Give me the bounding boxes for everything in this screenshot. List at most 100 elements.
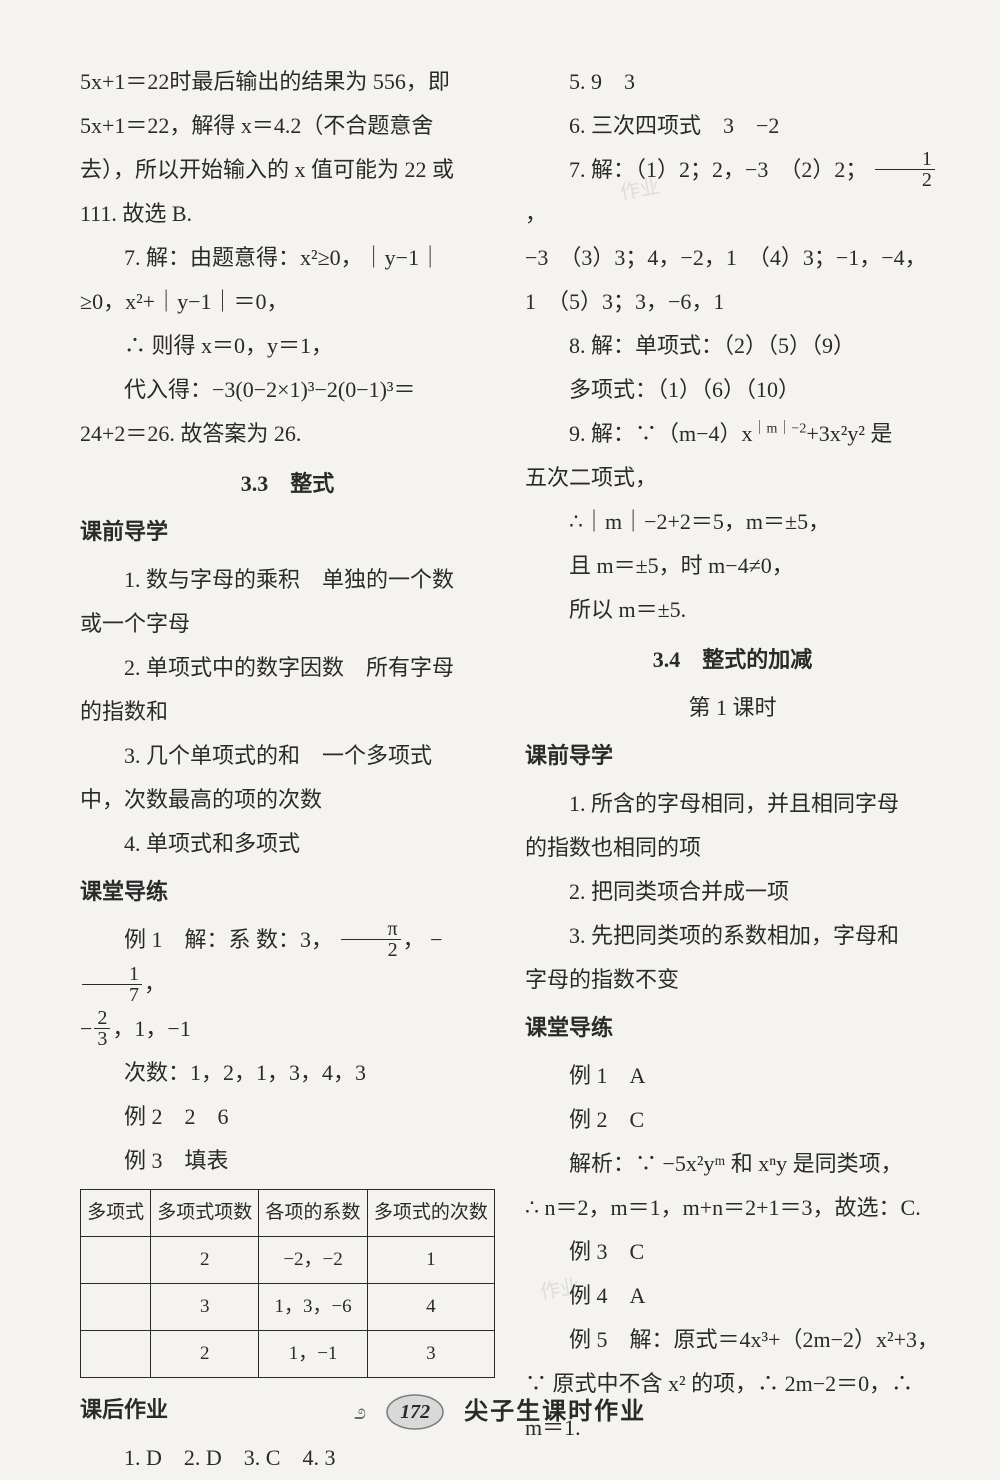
text-line: 5. 9 3 [525, 60, 940, 104]
text-line: 3. 几个单项式的和 一个多项式 [80, 734, 495, 778]
th: 各项的系数 [259, 1190, 367, 1237]
text-line: 2. 单项式中的数字因数 所有字母 [80, 646, 495, 690]
lesson-number: 第 1 课时 [525, 686, 940, 730]
numerator: π [341, 919, 401, 940]
subhead-daoxue: 课前导学 [80, 510, 495, 554]
subhead-daoxue: 课前导学 [525, 734, 940, 778]
td [81, 1331, 151, 1378]
text-line: 所以 m＝±5. [525, 588, 940, 632]
td: 4 [367, 1284, 494, 1331]
td: 2 [151, 1237, 259, 1284]
text-line: 中，次数最高的项的次数 [80, 778, 495, 822]
text-line: 的指数也相同的项 [525, 826, 940, 870]
text: 9. 解：∵（m−4）x [569, 421, 753, 446]
table-row: 3 1，3，−6 4 [81, 1284, 495, 1331]
page-number-badge: 172 [384, 1392, 446, 1432]
text-line: 1 （5）3；3，−6，1 [525, 280, 940, 324]
text-line: 代入得：−3(0−2×1)³−2(0−1)³＝ [80, 368, 495, 412]
td: 1，−1 [259, 1331, 367, 1378]
footer-title: 尖子生课时作业 [464, 1388, 646, 1436]
fraction-2-over-3: 2 3 [94, 1008, 110, 1049]
text-line: 例 1 A [525, 1054, 940, 1098]
text-line: 例 3 填表 [80, 1139, 495, 1183]
fraction-1-over-2: 1 2 [875, 149, 935, 190]
section-heading-3-3: 3.3 整式 [80, 462, 495, 506]
text-line: 1. 数与字母的乘积 单独的一个数 [80, 558, 495, 602]
text-line: 111. 故选 B. [80, 192, 495, 236]
numerator: 1 [875, 149, 935, 170]
th: 多项式项数 [151, 1190, 259, 1237]
superscript: ｜m｜−2 [753, 422, 807, 437]
text-line: 7. 解：（1）2；2，−3 （2）2； 1 2 ， [525, 148, 940, 236]
text-line: 且 m＝±5，时 m−4≠0， [525, 544, 940, 588]
td: 2 [151, 1331, 259, 1378]
subhead-ketang: 课堂导练 [525, 1006, 940, 1050]
left-column: 5x+1＝22时最后输出的结果为 556，即 5x+1＝22，解得 x＝4.2（… [80, 60, 495, 1350]
text-line: −3 （3）3；4，−2，1 （4）3；−1，−4， [525, 236, 940, 280]
text-line: ≥0，x²+｜y−1｜＝0， [80, 280, 495, 324]
text-line: 1. 所含的字母相同，并且相同字母 [525, 782, 940, 826]
text-line: 解析：∵ −5x²yᵐ 和 xⁿy 是同类项， [525, 1142, 940, 1186]
page-number: 172 [400, 1392, 430, 1432]
example-1-line1: 例 1 解：系 数：3， π 2 ， − 1 7 ， [80, 918, 495, 1007]
text-line: 5x+1＝22，解得 x＝4.2（不合题意舍 [80, 104, 495, 148]
text-line: 去），所以开始输入的 x 值可能为 22 或 [80, 148, 495, 192]
text-line: 例 2 2 6 [80, 1095, 495, 1139]
denominator: 2 [341, 940, 401, 960]
text-line: ∴ 则得 x＝0，y＝1， [80, 324, 495, 368]
td: −2，−2 [259, 1237, 367, 1284]
example-1-line2: − 2 3 ，1，−1 [80, 1007, 495, 1051]
numerator: 1 [82, 964, 142, 985]
text-line: 例 2 C [525, 1098, 940, 1142]
text: +3x²y² 是 [806, 421, 892, 446]
text-line: 例 3 C [525, 1230, 940, 1274]
text: 7. 解：（1）2；2，−3 （2）2； [569, 157, 867, 182]
text-line: 或一个字母 [80, 602, 495, 646]
th: 多项式 [81, 1190, 151, 1237]
text-line: 字母的指数不变 [525, 958, 940, 1002]
two-column-layout: 5x+1＝22时最后输出的结果为 556，即 5x+1＝22，解得 x＝4.2（… [80, 60, 940, 1350]
table-header-row: 多项式 多项式项数 各项的系数 多项式的次数 [81, 1190, 495, 1237]
td [81, 1284, 151, 1331]
polynomial-table: 多项式 多项式项数 各项的系数 多项式的次数 2 −2，−2 1 3 1，3，−… [80, 1189, 495, 1378]
text-line: 7. 解：由题意得：x²≥0，｜y−1｜ [80, 236, 495, 280]
text: ，1，−1 [112, 1016, 190, 1041]
comma: ， [525, 201, 547, 226]
text-line: 次数：1，2，1，3，4，3 [80, 1051, 495, 1095]
text-line: 4. 单项式和多项式 [80, 822, 495, 866]
th: 多项式的次数 [367, 1190, 494, 1237]
text-line: 9. 解：∵（m−4）x｜m｜−2+3x²y² 是 [525, 412, 940, 456]
table-row: 2 1，−1 3 [81, 1331, 495, 1378]
text-line: 3. 先把同类项的系数相加，字母和 [525, 914, 940, 958]
text-line: 多项式：（1）（6）（10） [525, 368, 940, 412]
numerator: 2 [94, 1008, 110, 1029]
text-line: ∴｜m｜−2+2＝5，m＝±5， [525, 500, 940, 544]
text-line: 2. 把同类项合并成一项 [525, 870, 940, 914]
text-line: 例 5 解：原式＝4x³+（2m−2）x²+3， [525, 1318, 940, 1362]
text-line: 五次二项式， [525, 456, 940, 500]
fraction-1-over-7: 1 7 [82, 964, 142, 1005]
td: 3 [367, 1331, 494, 1378]
denominator: 7 [82, 985, 142, 1005]
text-line: 的指数和 [80, 690, 495, 734]
text-line: 例 4 A [525, 1274, 940, 1318]
table-row: 2 −2，−2 1 [81, 1237, 495, 1284]
page-footer: ೨ 172 尖子生课时作业 [0, 1388, 1000, 1436]
text-line: 8. 解：单项式：（2）（5）（9） [525, 324, 940, 368]
text-line: 6. 三次四项式 3 −2 [525, 104, 940, 148]
text-line: ∴ n＝2，m＝1，m+n＝2+1＝3，故选：C. [525, 1186, 940, 1230]
text-line: 1. D 2. D 3. C 4. 3 [80, 1436, 495, 1480]
td: 1 [367, 1237, 494, 1284]
text: 例 1 解：系 数：3， [124, 927, 333, 952]
td: 3 [151, 1284, 259, 1331]
subhead-ketang: 课堂导练 [80, 870, 495, 914]
decoration-curl-icon: ೨ [354, 1390, 366, 1434]
td: 1，3，−6 [259, 1284, 367, 1331]
section-heading-3-4: 3.4 整式的加减 [525, 638, 940, 682]
td [81, 1237, 151, 1284]
denominator: 3 [94, 1029, 110, 1049]
text-line: 5x+1＝22时最后输出的结果为 556，即 [80, 60, 495, 104]
text-line: 24+2＝26. 故答案为 26. [80, 412, 495, 456]
right-column: 5. 9 3 6. 三次四项式 3 −2 7. 解：（1）2；2，−3 （2）2… [525, 60, 940, 1350]
comma: ， [403, 927, 425, 952]
